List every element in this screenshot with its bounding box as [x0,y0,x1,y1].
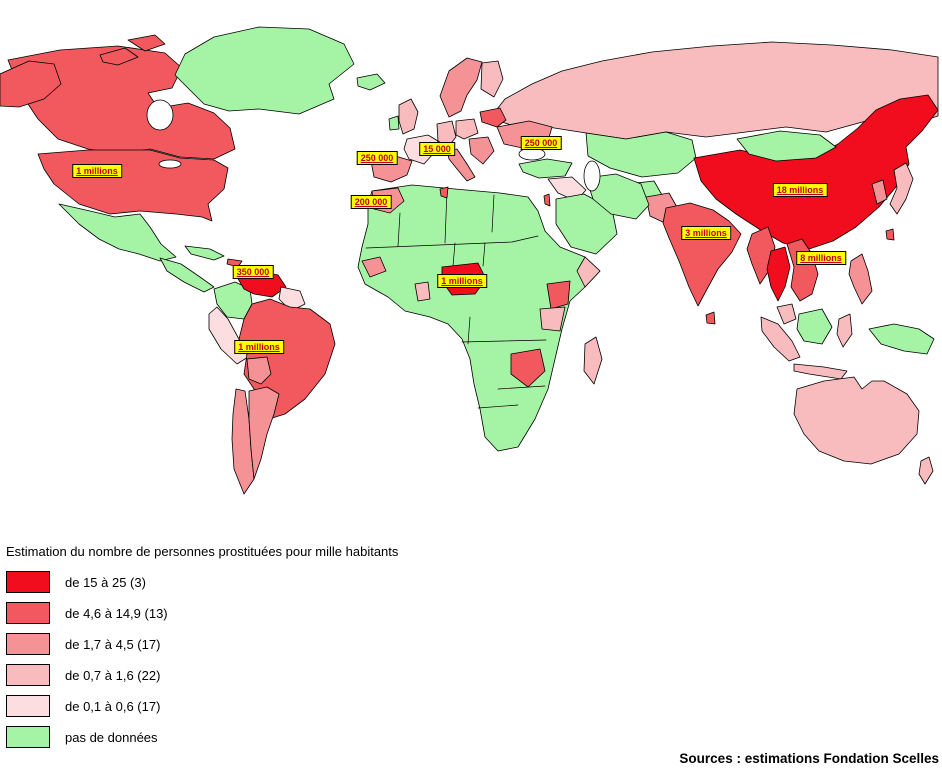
africa-internal-borders [365,189,547,409]
map-label-spain: 250 000 [356,151,398,165]
island-java [793,363,848,380]
legend-swatch-class-3 [6,633,50,655]
country-bolivia [246,356,272,385]
country-united-kingdom [398,98,419,135]
country-madagascar [583,336,603,385]
country-iran [585,173,650,220]
canada-arctic-island-1 [99,47,139,66]
legend-label-no-data: pas de données [65,729,158,745]
legend-swatch-class-2 [6,602,50,624]
map-label-vietnam: 8 millions [796,251,846,265]
legend-title: Estimation du nombre de personnes prosti… [6,544,399,559]
map-label-china: 18 millions [772,183,828,197]
country-italy [446,148,476,182]
map-label-germany: 15 000 [419,142,455,156]
map-label-ukraine: 250 000 [520,136,562,150]
country-greenland [174,26,355,115]
country-chile [231,388,255,495]
legend-label-class-2: de 4,6 à 14,9 (13) [65,605,168,621]
legend-label-class-4: de 0,7 à 1,6 (22) [65,667,161,683]
country-zambia-zimbabwe [510,348,546,388]
world-map-svg [0,26,939,495]
legend-swatch-class-5 [6,695,50,717]
legend-label-class-3: de 1,7 à 4,5 (17) [65,636,161,652]
country-alaska [0,60,62,108]
legend-label-class-5: de 0,1 à 0,6 (17) [65,698,161,714]
country-ghana [414,281,431,302]
country-japan [889,162,914,215]
country-cuba [184,245,225,261]
country-kenya-uganda [546,280,571,310]
legend-swatch-class-1 [6,571,50,593]
legend-item: de 0,7 à 1,6 (22) [6,664,398,686]
country-india [662,202,742,307]
great-lakes [158,159,182,169]
legend-swatch-no-data [6,726,50,748]
legend-item: de 15 à 25 (3) [6,571,398,593]
country-argentina [248,386,280,480]
country-philippines [848,253,873,305]
country-israel [543,193,551,207]
island-sulawesi [836,313,853,348]
country-mongolia [736,130,837,162]
country-somalia [576,256,601,288]
legend-label-class-1: de 15 à 25 (3) [65,574,146,590]
map-label-nigeria: 1 millions [437,274,487,288]
country-australia [793,376,920,465]
country-mexico [58,203,177,262]
country-saudi-arabia [555,193,618,255]
country-vietnam [786,238,819,302]
country-tanzania [539,306,566,332]
country-tunisia [439,186,449,199]
country-senegal-guinea [361,256,387,278]
world-map: 1 millions 350 000 1 millions 250 000 20… [0,26,939,495]
legend-item: de 1,7 à 4,5 (17) [6,633,398,655]
country-central-asia [585,131,697,178]
continent-africa [357,184,601,452]
hudson-bay [146,99,174,131]
country-belarus-baltics [479,107,507,128]
region-central-america [159,257,215,293]
map-label-morocco: 200 000 [350,195,392,209]
country-balkans [468,136,495,165]
map-label-brazil: 1 millions [234,340,284,354]
legend-item: pas de données [6,726,398,748]
country-norway-sweden [439,57,483,118]
map-label-india: 3 millions [681,226,731,240]
country-new-zealand [918,456,934,485]
caspian-sea [583,160,601,192]
country-turkey [518,158,573,179]
country-poland [455,118,479,140]
map-label-venezuela: 350 000 [232,265,274,279]
country-finland [480,60,504,98]
country-malaysia [776,303,797,325]
source-credit: Sources : estimations Fondation Scelles [679,751,939,766]
legend-swatch-class-4 [6,664,50,686]
legend-item: de 0,1 à 0,6 (17) [6,695,398,717]
map-label-usa: 1 millions [72,164,122,178]
country-ireland [388,115,400,131]
country-iceland [356,73,386,91]
country-taiwan [885,228,895,241]
country-thailand [766,246,791,302]
legend: Estimation du nombre de personnes prosti… [6,544,398,757]
country-sri-lanka [705,311,716,325]
island-borneo [796,308,833,345]
island-new-guinea [868,323,935,355]
canada-arctic-island-2 [127,34,166,52]
country-korea [871,179,888,205]
island-sumatra [760,316,801,362]
legend-item: de 4,6 à 14,9 (13) [6,602,398,624]
